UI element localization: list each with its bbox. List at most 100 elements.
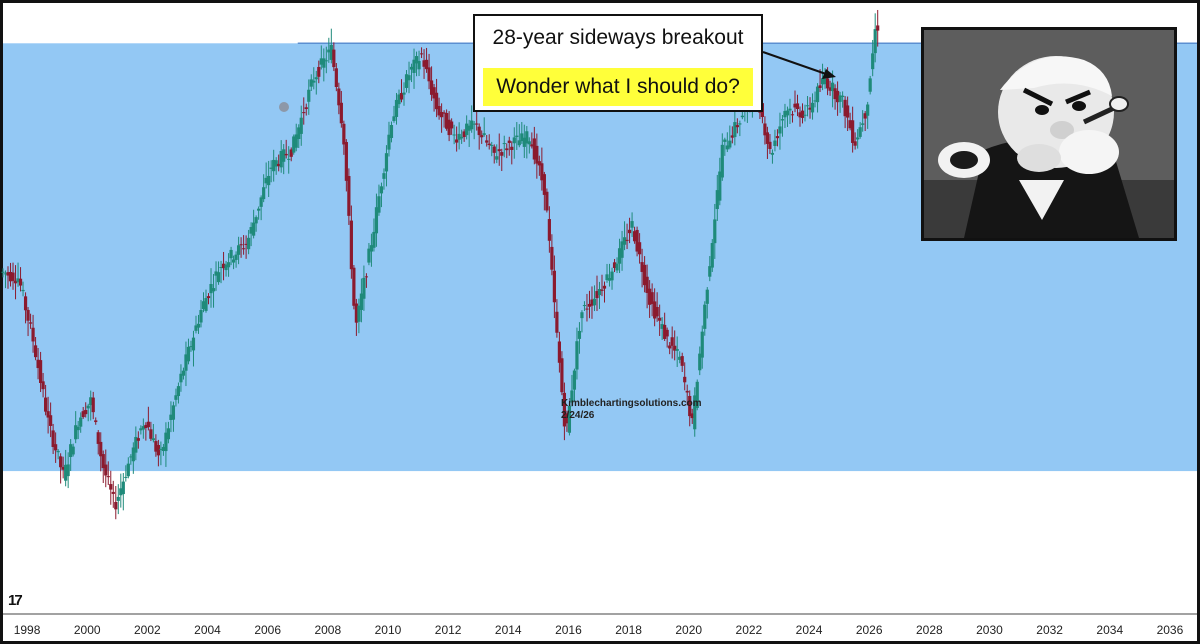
candle — [424, 47, 429, 73]
candle — [302, 97, 306, 125]
candle — [718, 157, 722, 206]
candle — [434, 78, 439, 118]
candle — [645, 264, 649, 309]
candle — [452, 124, 456, 145]
candle — [131, 442, 135, 474]
candle — [695, 379, 699, 411]
candle — [462, 129, 466, 142]
candle — [810, 93, 815, 120]
candle — [71, 443, 75, 457]
candle — [615, 257, 619, 274]
candle — [585, 293, 589, 322]
x-tick-label: 2014 — [495, 623, 522, 637]
candle — [28, 313, 33, 329]
candle — [277, 154, 281, 172]
candle — [560, 351, 564, 396]
candle — [407, 61, 411, 94]
candle — [76, 421, 80, 440]
candle — [114, 485, 118, 520]
candle — [184, 341, 188, 387]
candle — [510, 141, 514, 165]
candle — [500, 148, 504, 172]
candle — [94, 417, 98, 425]
popeye-cartoon-icon — [921, 27, 1177, 241]
candle — [159, 441, 163, 466]
candle — [389, 121, 394, 143]
candle — [36, 347, 40, 380]
candle — [206, 293, 211, 305]
candle — [678, 351, 682, 364]
candle — [347, 168, 351, 225]
candle — [397, 89, 401, 109]
alert-marker-icon — [279, 102, 289, 112]
candle — [622, 221, 627, 251]
candle — [660, 317, 664, 340]
x-tick-label: 2022 — [736, 623, 763, 637]
candle — [785, 106, 790, 127]
candle — [307, 79, 311, 115]
candle — [61, 456, 65, 479]
candle — [843, 96, 847, 129]
candle — [174, 388, 178, 407]
candle — [540, 147, 544, 191]
candle — [778, 112, 782, 150]
candle — [688, 390, 692, 427]
callout-title: 28-year sideways breakout — [492, 26, 744, 49]
candle — [607, 263, 612, 287]
candle — [134, 426, 138, 461]
candle — [149, 421, 153, 442]
candle — [851, 106, 855, 153]
candle — [179, 364, 183, 392]
candle — [868, 75, 872, 95]
candle — [625, 223, 629, 250]
candle — [166, 421, 171, 444]
candle — [437, 97, 441, 120]
candle — [262, 174, 266, 203]
candle — [577, 322, 582, 354]
candle — [841, 91, 845, 108]
candle — [605, 263, 609, 283]
x-tick-label: 2016 — [555, 623, 582, 637]
candle — [610, 267, 614, 290]
candle — [768, 134, 772, 155]
candle — [447, 111, 451, 142]
candle — [334, 62, 338, 92]
candle — [151, 424, 155, 443]
candle — [384, 145, 389, 187]
candle — [602, 281, 607, 303]
candle — [770, 149, 775, 164]
candle — [617, 238, 622, 274]
candle — [788, 98, 792, 125]
candle — [144, 422, 148, 441]
candle — [673, 330, 677, 361]
candle — [612, 258, 617, 273]
candle — [502, 135, 506, 158]
candle — [580, 310, 584, 333]
watermark-site: Kimblechartingsolutions.com — [561, 398, 702, 409]
candle — [532, 126, 536, 165]
candle — [648, 280, 652, 318]
candle — [733, 109, 737, 146]
candle — [429, 66, 434, 101]
candle — [813, 91, 817, 108]
candle — [226, 253, 231, 277]
candle — [567, 402, 572, 436]
x-tick-label: 2006 — [254, 623, 281, 637]
candle — [472, 120, 476, 140]
candle — [861, 110, 865, 132]
candle — [216, 261, 221, 285]
x-tick-label: 2020 — [675, 623, 702, 637]
candle — [264, 162, 268, 189]
candle — [723, 137, 727, 156]
candle — [104, 449, 108, 488]
x-tick-label: 2028 — [916, 623, 943, 637]
candle — [106, 461, 110, 486]
candle — [324, 46, 328, 74]
candle — [670, 326, 674, 359]
candle — [124, 465, 128, 482]
candle — [252, 209, 256, 239]
candle — [91, 391, 95, 420]
candle — [520, 121, 524, 144]
candle — [274, 157, 278, 175]
